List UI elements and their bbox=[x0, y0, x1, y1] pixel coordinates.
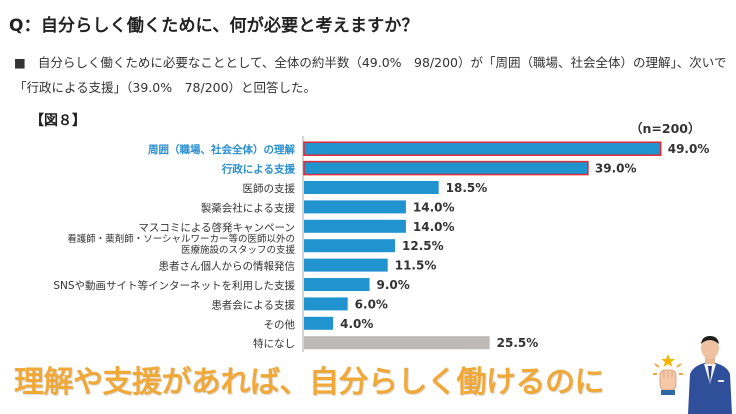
value-label: 12.5% bbox=[402, 239, 444, 253]
category-label: その他 bbox=[264, 318, 296, 331]
category-label: SNSや動画サイト等インターネットを利用した支援 bbox=[53, 279, 295, 292]
question-title: Q：自分らしく働くために、何が必要と考えますか？ bbox=[9, 16, 419, 36]
value-label: 14.0% bbox=[413, 220, 455, 234]
value-label: 39.0% bbox=[595, 162, 637, 176]
sample-size-label: （n=200） bbox=[630, 121, 701, 136]
value-label: 49.0% bbox=[668, 142, 710, 156]
bar bbox=[304, 336, 490, 350]
bar bbox=[304, 258, 388, 272]
description-text: 自分らしく働くために必要なこととして、全体の約半数（49.0% 98/200）が… bbox=[14, 55, 727, 95]
value-label: 6.0% bbox=[355, 297, 388, 311]
category-label: 看護師・薬剤師・ソーシャルワーカー等の医師以外の医療施設のスタッフの支援 bbox=[67, 233, 295, 256]
bar-chart: 49.0% 周囲（職場、社会全体）の理解 39.0% 行政による支援 18.5% 医師の支… bbox=[53, 136, 710, 352]
value-label: 11.5% bbox=[395, 259, 437, 273]
category-label: 行政による支援 bbox=[221, 163, 296, 176]
bar bbox=[304, 316, 334, 330]
category-label: 製薬会社による支援 bbox=[201, 201, 296, 214]
description-paragraph: ■ 自分らしく働くために必要なこととして、全体の約半数（49.0% 98/200）… bbox=[14, 50, 728, 100]
value-label: 9.0% bbox=[377, 278, 410, 292]
bar bbox=[303, 141, 662, 156]
bar bbox=[304, 181, 439, 194]
value-label: 4.0% bbox=[340, 317, 373, 331]
bar bbox=[304, 219, 406, 233]
bar bbox=[304, 278, 370, 291]
category-label: マスコミによる啓発キャンペーン bbox=[138, 221, 295, 234]
figure-label: 【図８】 bbox=[30, 113, 86, 129]
bar bbox=[304, 239, 395, 253]
category-label: 特になし bbox=[253, 338, 295, 350]
bullet-square: ■ bbox=[14, 55, 26, 70]
bar bbox=[303, 160, 589, 176]
presenter-photo bbox=[684, 334, 736, 414]
category-label: 周囲（職場、社会全体）の理解 bbox=[148, 143, 295, 156]
banner-message: 理解や支援があれば、自分らしく働けるのに bbox=[14, 365, 605, 400]
value-label: 25.5% bbox=[497, 336, 539, 350]
value-label: 14.0% bbox=[413, 200, 455, 214]
category-label: 患者会による支援 bbox=[211, 298, 295, 311]
bar bbox=[304, 200, 406, 214]
fist-raise-icon bbox=[653, 354, 683, 395]
value-label: 18.5% bbox=[446, 181, 488, 195]
category-label: 医師の支援 bbox=[243, 182, 296, 195]
category-label: 患者さん個人からの情報発信 bbox=[159, 260, 296, 273]
bar bbox=[304, 297, 348, 311]
